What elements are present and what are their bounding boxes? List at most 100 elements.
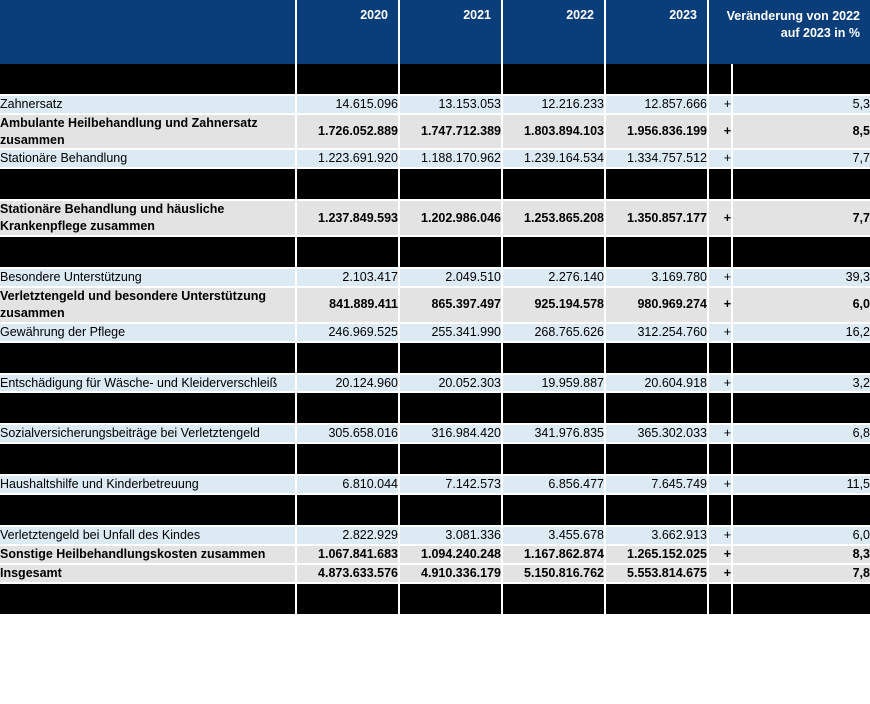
row-label: Stationäre Behandlung und häusliche Kran… <box>0 201 296 235</box>
row-change-sign: + <box>708 425 732 442</box>
table-row: Verletztengeld bei Unfall des Kindes2.82… <box>0 527 870 544</box>
row-value: 1.202.986.046 <box>399 201 502 235</box>
row-change-sign <box>708 444 732 474</box>
row-value: 3.662.913 <box>605 527 708 544</box>
table-body: Zahnersatz14.615.09613.153.05312.216.233… <box>0 64 870 614</box>
table-row <box>0 169 870 199</box>
row-change-pct <box>732 444 870 474</box>
row-label: Verletztengeld und besondere Unterstützu… <box>0 288 296 322</box>
header-year-2022: 2022 <box>502 0 605 64</box>
row-value: 7.645.749 <box>605 476 708 493</box>
row-change-sign: + <box>708 375 732 392</box>
row-value <box>502 169 605 199</box>
row-value <box>399 64 502 94</box>
row-change-sign: + <box>708 201 732 235</box>
row-value: 1.803.894.103 <box>502 115 605 149</box>
row-value <box>399 169 502 199</box>
header-year-2021: 2021 <box>399 0 502 64</box>
row-label <box>0 495 296 525</box>
row-value <box>296 343 399 373</box>
row-value: 1.956.836.199 <box>605 115 708 149</box>
row-label: Besondere Unterstützung <box>0 269 296 286</box>
row-change-pct: 6,8 <box>732 425 870 442</box>
row-value: 1.067.841.683 <box>296 546 399 563</box>
row-value <box>296 444 399 474</box>
row-change-pct: 3,2 <box>732 375 870 392</box>
row-value: 19.959.887 <box>502 375 605 392</box>
row-value: 1.094.240.248 <box>399 546 502 563</box>
table-header-row: 2020 2021 2022 2023 Veränderung von 2022… <box>0 0 870 64</box>
row-label: Zahnersatz <box>0 96 296 113</box>
row-value: 1.237.849.593 <box>296 201 399 235</box>
row-value: 7.142.573 <box>399 476 502 493</box>
row-value <box>502 495 605 525</box>
row-label <box>0 169 296 199</box>
row-change-pct <box>732 169 870 199</box>
header-change: Veränderung von 2022 auf 2023 in % <box>708 0 870 64</box>
row-value: 925.194.578 <box>502 288 605 322</box>
table-row: Verletztengeld und besondere Unterstützu… <box>0 288 870 322</box>
row-value: 20.052.303 <box>399 375 502 392</box>
row-value <box>502 237 605 267</box>
table-row <box>0 584 870 614</box>
row-change-sign: + <box>708 476 732 493</box>
row-value: 1.167.862.874 <box>502 546 605 563</box>
table-row: Ambulante Heilbehandlung und Zahnersatz … <box>0 115 870 149</box>
row-value: 1.350.857.177 <box>605 201 708 235</box>
data-table: 2020 2021 2022 2023 Veränderung von 2022… <box>0 0 870 614</box>
row-value: 3.081.336 <box>399 527 502 544</box>
row-value: 4.910.336.179 <box>399 565 502 582</box>
row-change-pct: 8,3 <box>732 546 870 563</box>
row-change-sign <box>708 237 732 267</box>
row-label <box>0 64 296 94</box>
row-value: 1.334.757.512 <box>605 150 708 167</box>
row-value: 312.254.760 <box>605 324 708 341</box>
header-blank <box>0 0 296 64</box>
row-label <box>0 393 296 423</box>
row-label <box>0 444 296 474</box>
row-value <box>605 343 708 373</box>
row-value <box>399 584 502 614</box>
table-row <box>0 343 870 373</box>
row-change-sign <box>708 495 732 525</box>
row-value: 255.341.990 <box>399 324 502 341</box>
row-label <box>0 584 296 614</box>
table-row <box>0 495 870 525</box>
row-change-sign <box>708 584 732 614</box>
table-row: Gewährung der Pflege246.969.525255.341.9… <box>0 324 870 341</box>
table-row <box>0 237 870 267</box>
row-change-sign <box>708 343 732 373</box>
row-change-sign: + <box>708 288 732 322</box>
row-value: 268.765.626 <box>502 324 605 341</box>
row-value <box>296 584 399 614</box>
row-value: 2.103.417 <box>296 269 399 286</box>
row-value: 6.856.477 <box>502 476 605 493</box>
row-value <box>502 64 605 94</box>
row-value: 1.726.052.889 <box>296 115 399 149</box>
table-row <box>0 64 870 94</box>
row-value <box>605 584 708 614</box>
row-change-pct: 39,3 <box>732 269 870 286</box>
row-value: 841.889.411 <box>296 288 399 322</box>
row-label: Sozialversicherungsbeiträge bei Verletzt… <box>0 425 296 442</box>
row-value <box>296 169 399 199</box>
row-change-pct: 5,3 <box>732 96 870 113</box>
row-value: 20.604.918 <box>605 375 708 392</box>
row-value: 4.873.633.576 <box>296 565 399 582</box>
row-value <box>296 64 399 94</box>
row-value <box>605 393 708 423</box>
row-value: 6.810.044 <box>296 476 399 493</box>
row-change-pct: 6,0 <box>732 527 870 544</box>
row-change-sign: + <box>708 565 732 582</box>
row-change-sign: + <box>708 324 732 341</box>
row-change-pct <box>732 584 870 614</box>
row-value: 1.747.712.389 <box>399 115 502 149</box>
row-change-sign: + <box>708 115 732 149</box>
row-change-pct <box>732 237 870 267</box>
table-row <box>0 393 870 423</box>
row-value: 12.857.666 <box>605 96 708 113</box>
row-value <box>399 237 502 267</box>
row-change-pct: 7,7 <box>732 150 870 167</box>
row-label: Entschädigung für Wäsche- und Kleiderver… <box>0 375 296 392</box>
row-value <box>605 169 708 199</box>
